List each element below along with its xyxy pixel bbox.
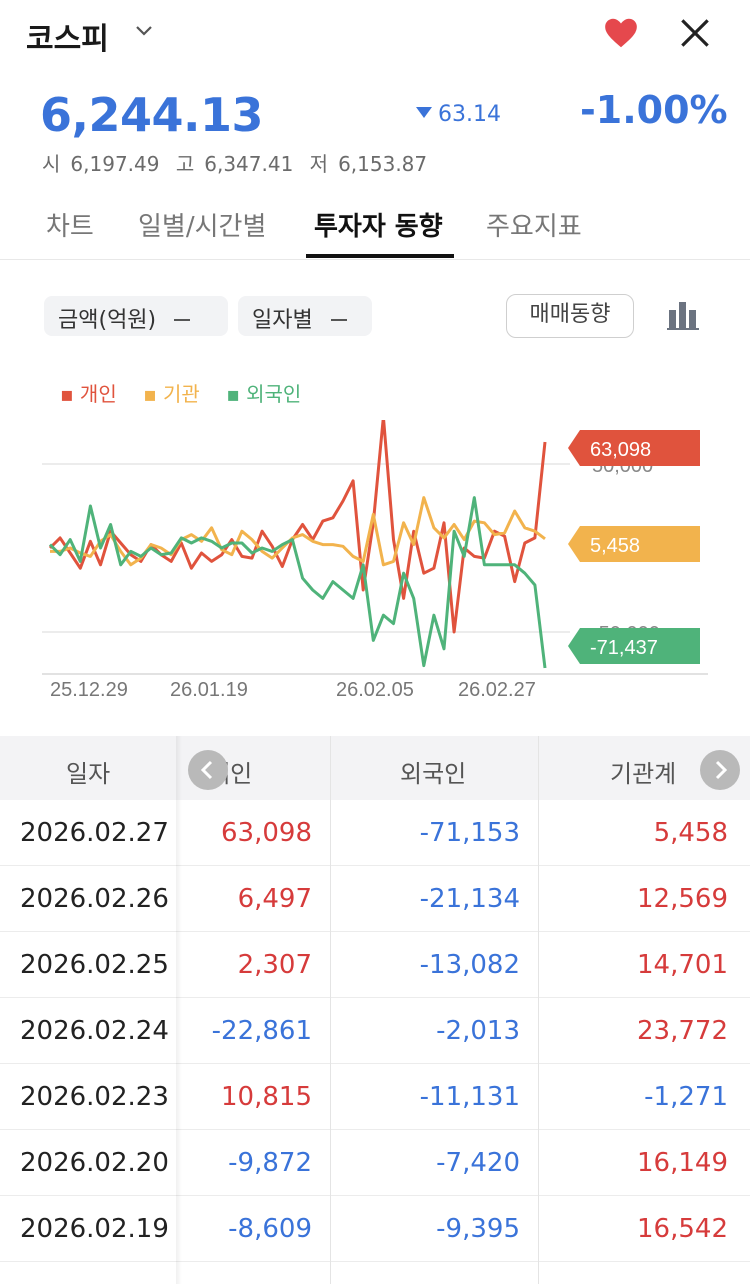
cell-individual: -9,872: [228, 1148, 312, 1178]
tab-bar: 차트 일별/시간별 투자자 동향 주요지표: [0, 192, 750, 260]
end-label-foreign: -71,437: [568, 628, 700, 664]
scroll-right-button[interactable]: [700, 750, 740, 790]
price-change: 63.14: [416, 102, 501, 127]
svg-text:-71,437: -71,437: [590, 637, 658, 659]
menu-icon: [330, 319, 347, 321]
high-value: 6,347.41: [204, 152, 294, 176]
tab-chart[interactable]: 차트: [46, 212, 94, 242]
table-row[interactable]: 2026.02.25 2,307 -13,082 14,701: [0, 932, 750, 998]
down-arrow-icon: [416, 107, 432, 118]
cell-institution: -1,271: [644, 1082, 728, 1112]
menu-icon: [174, 319, 191, 321]
cell-institution: 12,569: [637, 884, 728, 914]
open-label: 시: [42, 152, 61, 176]
cell-institution: 16,149: [637, 1148, 728, 1178]
svg-text:5,458: 5,458: [590, 535, 640, 557]
cell-foreign: -2,013: [436, 1016, 520, 1046]
series-line-foreign: [48, 496, 547, 669]
change-percent: -1.00%: [580, 88, 728, 132]
index-price: 6,244.13: [40, 88, 264, 142]
cell-foreign: -9,395: [436, 1214, 520, 1244]
cell-institution: 16,542: [637, 1214, 728, 1244]
cell-date: 2026.02.27: [20, 818, 169, 848]
chevron-down-icon[interactable]: [132, 18, 156, 42]
table-row[interactable]: 2026.02.19 -8,609 -9,395 16,542: [0, 1196, 750, 1262]
high-label: 고: [175, 152, 195, 176]
amount-unit-label: 금액(억원): [58, 308, 157, 333]
column-divider: [330, 736, 331, 1284]
cell-date: 2026.02.25: [20, 950, 169, 980]
heart-icon[interactable]: [602, 14, 640, 52]
col-header-date: 일자: [66, 760, 111, 788]
x-tick-label: 26.01.19: [170, 679, 248, 701]
period-label: 일자별: [252, 308, 313, 333]
chevron-right-icon: [715, 760, 728, 780]
col-header-institution: 기관계: [610, 760, 677, 788]
table-row[interactable]: 2026.02.24 -22,861 -2,013 23,772: [0, 998, 750, 1064]
cell-foreign: -7,420: [436, 1148, 520, 1178]
table-header: 일자 개인 외국인 기관계: [0, 736, 750, 800]
page-title: 코스피: [26, 22, 109, 57]
frozen-column-shadow: [176, 736, 182, 1284]
cell-foreign: -71,153: [419, 818, 520, 848]
low-value: 6,153.87: [338, 152, 428, 176]
period-select[interactable]: 일자별: [238, 296, 372, 336]
legend-foreign: ▪ 외국인: [226, 382, 302, 406]
table-row[interactable]: 2026.02.23 10,815 -11,131 -1,271: [0, 1064, 750, 1130]
end-label-individual: 63,098: [568, 430, 700, 466]
investor-flow-chart: 50,000 -50,000 25.12.29 26.01.19 26.02.0…: [42, 420, 708, 701]
table-row[interactable]: 2026.02.20 -9,872 -7,420 16,149: [0, 1130, 750, 1196]
legend-institution: ▪ 기관: [143, 382, 200, 406]
cell-individual: -8,609: [228, 1214, 312, 1244]
table-row[interactable]: 2026.02.27 63,098 -71,153 5,458: [0, 800, 750, 866]
tab-key-indicators[interactable]: 주요지표: [486, 212, 582, 242]
investor-table: 일자 개인 외국인 기관계 2026.02.27 63,098 -71,153 5,4…: [0, 736, 750, 1262]
series-line-individual: [48, 420, 547, 634]
header: 코스피: [0, 0, 750, 70]
cell-individual: 63,098: [221, 818, 312, 848]
tab-daily-hourly[interactable]: 일별/시간별: [138, 212, 267, 242]
x-tick-label: 26.02.27: [458, 679, 536, 701]
cell-institution: 23,772: [637, 1016, 728, 1046]
chart-legend: ▪ 개인 ▪ 기관 ▪ 외국인: [60, 378, 321, 407]
ohl-summary: 시 6,197.49 고 6,347.41 저 6,153.87: [42, 148, 437, 177]
cell-institution: 14,701: [637, 950, 728, 980]
cell-date: 2026.02.26: [20, 884, 169, 914]
cell-foreign: -13,082: [419, 950, 520, 980]
series-line-institution: [50, 496, 546, 567]
cell-individual: 6,497: [237, 884, 312, 914]
cell-institution: 5,458: [653, 818, 728, 848]
chevron-left-icon: [200, 760, 213, 780]
tab-investor-trend[interactable]: 투자자 동향: [314, 212, 443, 242]
low-label: 저: [309, 152, 329, 176]
legend-individual: ▪ 개인: [60, 382, 117, 406]
svg-text:63,098: 63,098: [590, 439, 651, 461]
close-icon[interactable]: [676, 14, 714, 52]
cell-foreign: -21,134: [419, 884, 520, 914]
table-row[interactable]: 2026.02.26 6,497 -21,134 12,569: [0, 866, 750, 932]
cell-individual: 2,307: [237, 950, 312, 980]
open-value: 6,197.49: [70, 152, 160, 176]
cell-date: 2026.02.19: [20, 1214, 169, 1244]
col-header-foreign: 외국인: [400, 760, 467, 788]
active-tab-indicator: [306, 254, 454, 258]
cell-date: 2026.02.24: [20, 1016, 169, 1046]
cell-date: 2026.02.20: [20, 1148, 169, 1178]
cell-individual: 10,815: [221, 1082, 312, 1112]
bar-chart-icon[interactable]: [666, 298, 700, 332]
x-tick-label: 25.12.29: [50, 679, 128, 701]
scroll-left-button[interactable]: [188, 750, 228, 790]
cell-foreign: -11,131: [419, 1082, 520, 1112]
cell-date: 2026.02.23: [20, 1082, 169, 1112]
cell-individual: -22,861: [211, 1016, 312, 1046]
change-value: 63.14: [438, 102, 501, 127]
column-divider: [538, 736, 539, 1284]
amount-unit-select[interactable]: 금액(억원): [44, 296, 228, 336]
end-label-institution: 5,458: [568, 526, 700, 562]
x-tick-label: 26.02.05: [336, 679, 414, 701]
trade-trend-button[interactable]: 매매동향: [506, 294, 634, 338]
